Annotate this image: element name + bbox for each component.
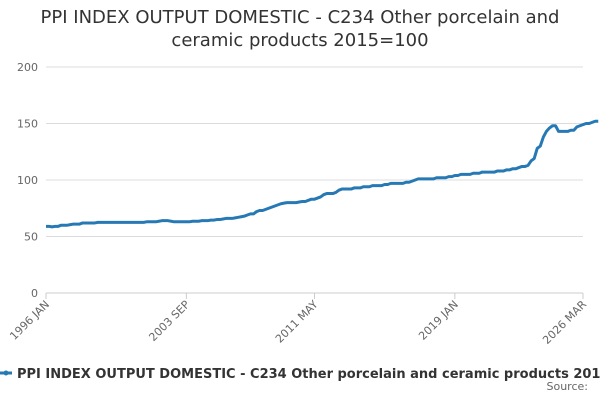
y-tick-label: 150 <box>17 118 38 131</box>
x-tick-label: 2011 MAY <box>273 298 321 346</box>
legend-marker <box>3 370 9 376</box>
y-tick-label: 200 <box>17 61 38 74</box>
legend-label: PPI INDEX OUTPUT DOMESTIC - C234 Other p… <box>17 367 600 382</box>
chart-title: PPI INDEX OUTPUT DOMESTIC - C234 Other p… <box>40 7 560 51</box>
series-line <box>46 119 599 229</box>
source: Source: <box>547 380 589 393</box>
y-tick-label: 50 <box>24 231 38 244</box>
y-tick-label: 0 <box>31 287 38 300</box>
x-tick-label: 2003 SEP <box>146 298 192 344</box>
x-tick-label: 2019 JAN <box>416 298 461 343</box>
x-tick-label: 2026 MAR <box>540 298 589 347</box>
y-tick-label: 100 <box>17 174 38 187</box>
x-tick-label: 1996 JAN <box>7 298 52 343</box>
